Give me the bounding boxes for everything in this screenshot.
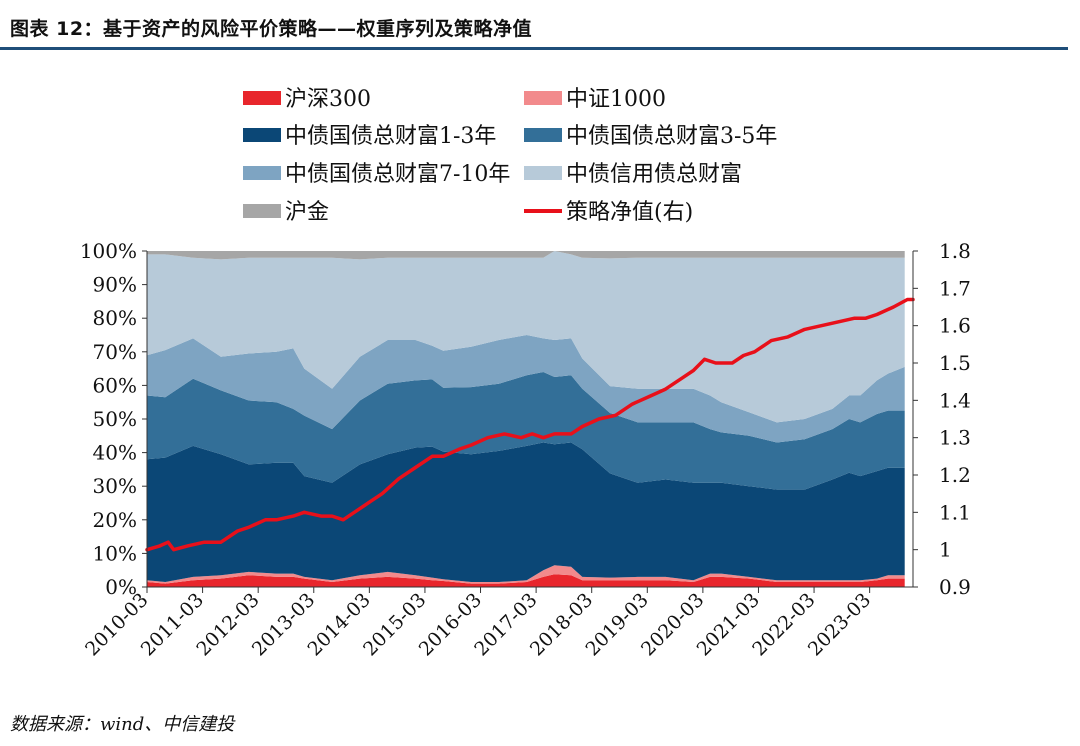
area-series-2 — [147, 565, 905, 584]
figure-title: 图表 12：基于资产的风险平价策略——权重序列及策略净值 — [10, 18, 533, 40]
y-left-tick-label: 50% — [93, 407, 137, 431]
y-left-tick-label: 10% — [93, 541, 137, 565]
legend-swatch — [524, 91, 562, 105]
legend-swatch — [243, 128, 281, 142]
legend-swatch — [243, 91, 281, 105]
nav-line — [145, 297, 915, 552]
nav-line-path — [145, 297, 915, 552]
title-rule — [0, 47, 1068, 50]
data-source: 数据来源：wind、中信建投 — [10, 714, 235, 735]
y-right-tick-label: 1.2 — [939, 463, 971, 487]
area-series-6 — [147, 251, 905, 423]
y-right-tick-label: 1 — [939, 538, 952, 562]
legend-swatch — [524, 128, 562, 142]
area-series-5 — [147, 335, 905, 443]
y-left-tick-label: 70% — [93, 340, 137, 364]
stacked-areas — [147, 251, 905, 587]
y-left-tick-label: 30% — [93, 474, 137, 498]
risk-parity-chart: 沪深300 中证1000 中债国债总财富1-3年 中债国债总财富3-5年中债国债总财富… — [80, 87, 971, 660]
y-left-tick-label: 60% — [93, 373, 137, 397]
legend-swatch — [243, 204, 281, 218]
legend-label: 沪深300 — [285, 87, 371, 112]
y-left-tick-label: 90% — [93, 273, 137, 297]
y-left-tick-label: 40% — [93, 441, 137, 465]
y-right-tick-label: 1.7 — [939, 276, 971, 300]
y-right-tick-label: 1.8 — [939, 239, 971, 263]
legend-label: 策略净值(右) — [566, 200, 693, 225]
y-right-tick-label: 1.6 — [939, 314, 971, 338]
area-series-4 — [147, 372, 905, 490]
legend-swatch — [243, 166, 281, 180]
y-left-tick-label: 0% — [105, 575, 137, 599]
y-right-tick-label: 1.3 — [939, 426, 971, 450]
legend-swatch — [524, 166, 562, 180]
legend-label: 沪金 — [285, 200, 329, 225]
y-right-tick-label: 1.4 — [939, 388, 971, 412]
legend-label: 中债信用债总财富 — [566, 162, 742, 187]
y-right-tick-label: 1.1 — [939, 500, 971, 524]
legend-label: 中债国债总财富7-10年 — [285, 162, 510, 187]
legend-label: 中债国债总财富1-3年 — [285, 124, 496, 149]
legend-label: 中证1000 — [566, 87, 666, 112]
legend-label: 中债国债总财富3-5年 — [566, 124, 777, 149]
y-left-tick-label: 20% — [93, 508, 137, 532]
area-series-7 — [147, 251, 905, 260]
area-series-3 — [147, 442, 905, 582]
area-series-1 — [147, 574, 905, 587]
y-right-tick-label: 1.5 — [939, 351, 971, 375]
legend: 沪深300 中证1000 中债国债总财富1-3年 中债国债总财富3-5年中债国债总财富… — [243, 87, 777, 225]
y-left-tick-label: 100% — [80, 239, 137, 263]
y-right-tick-label: 0.9 — [939, 575, 971, 599]
y-left-tick-label: 80% — [93, 306, 137, 330]
